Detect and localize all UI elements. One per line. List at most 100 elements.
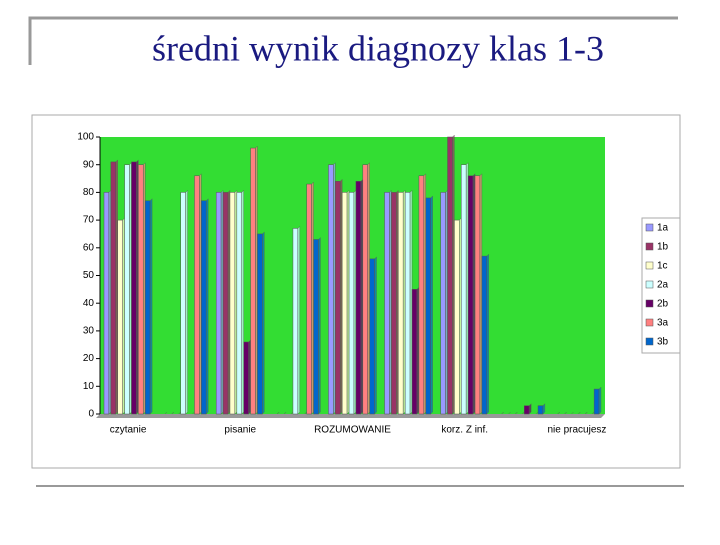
bar-face — [447, 136, 453, 415]
bar-side — [472, 173, 476, 415]
bar — [474, 173, 483, 415]
bar — [215, 189, 224, 415]
bar — [194, 173, 202, 415]
bar-face — [180, 192, 186, 415]
bar-side — [234, 189, 238, 415]
bar-side — [360, 178, 364, 415]
bar — [391, 189, 399, 415]
bar — [103, 189, 112, 415]
x-tick-label: czytanie — [110, 425, 147, 436]
legend-swatch — [645, 337, 654, 346]
legend-label: 1c — [657, 261, 668, 272]
bar — [131, 159, 139, 415]
x-tick-label: pisanie — [224, 425, 256, 436]
bar-face — [341, 192, 348, 415]
y-tick-label: 70 — [83, 215, 95, 226]
bar — [201, 198, 209, 415]
bar-side — [262, 231, 265, 415]
bar-face — [124, 164, 130, 415]
bar-side — [367, 162, 370, 415]
bar-side — [277, 411, 280, 415]
legend-label: 3b — [657, 337, 669, 348]
bar-side — [220, 189, 224, 415]
bar-side — [409, 189, 413, 415]
bar-face — [398, 192, 404, 415]
bar-face — [292, 228, 299, 415]
bar — [557, 411, 560, 415]
x-tick-label: nie pracujesz — [547, 425, 606, 436]
bar-side — [333, 162, 336, 415]
bar-side — [445, 189, 448, 415]
bar — [229, 189, 238, 415]
bar-side — [557, 411, 560, 415]
bar-face — [348, 192, 355, 415]
bar-side — [374, 256, 377, 415]
bar-face — [474, 175, 481, 415]
bar — [292, 225, 301, 415]
bar-side — [346, 189, 350, 415]
bar — [524, 403, 532, 415]
bar-face — [138, 164, 144, 415]
bar — [585, 411, 588, 415]
bar — [508, 411, 511, 415]
bar-face — [425, 197, 431, 415]
bar-face — [369, 258, 375, 415]
y-tick-label: 80 — [83, 187, 95, 198]
legend-label: 1b — [657, 242, 669, 253]
bar-face — [131, 161, 137, 415]
x-tick-label: ROZUMOWANIE — [314, 425, 391, 436]
bar — [454, 217, 462, 415]
bar-face — [335, 181, 341, 415]
bar-face — [440, 192, 446, 415]
bar-face — [222, 192, 229, 415]
bar — [593, 386, 602, 415]
bar — [250, 145, 258, 415]
legend-swatch — [645, 318, 654, 327]
bar — [404, 189, 413, 415]
bar-side — [396, 189, 399, 415]
chart-title: średni wynik diagnozy klas 1-3 — [152, 28, 604, 68]
bar-face — [201, 200, 207, 415]
bar-side — [108, 189, 112, 415]
bar-face — [144, 200, 151, 415]
bar — [257, 231, 265, 415]
bar-face — [454, 219, 460, 415]
bar — [117, 217, 125, 415]
bar — [110, 159, 118, 415]
bar — [243, 339, 251, 415]
bar — [124, 162, 132, 415]
bar-face — [411, 289, 418, 415]
bar-side — [353, 189, 357, 415]
y-tick-label: 100 — [77, 132, 94, 143]
y-tick-label: 30 — [83, 326, 95, 337]
bar-side — [199, 173, 202, 415]
bar-face — [306, 183, 312, 415]
bar-face — [404, 192, 411, 415]
bar-side — [585, 411, 588, 415]
bar-face — [243, 341, 249, 415]
bar — [180, 189, 188, 415]
bar — [425, 195, 433, 415]
bar-side — [501, 411, 504, 415]
y-tick-label: 40 — [83, 298, 95, 309]
bar-side — [122, 217, 125, 415]
bar-face — [355, 181, 362, 415]
bar-side — [283, 411, 287, 415]
bar — [277, 411, 280, 415]
bar — [447, 134, 455, 415]
bar — [171, 411, 175, 415]
bar-side — [297, 225, 301, 415]
legend-label: 1a — [657, 223, 669, 234]
bar-side — [149, 198, 153, 415]
legend-label: 3a — [657, 318, 669, 329]
bar — [398, 189, 406, 415]
bar-face — [117, 219, 123, 415]
bar — [411, 286, 420, 415]
bar — [313, 236, 321, 415]
bar-face — [362, 164, 368, 415]
bar-face — [481, 255, 488, 415]
bar-face — [328, 164, 334, 415]
bar-side — [571, 411, 574, 415]
bar-face — [391, 192, 397, 415]
